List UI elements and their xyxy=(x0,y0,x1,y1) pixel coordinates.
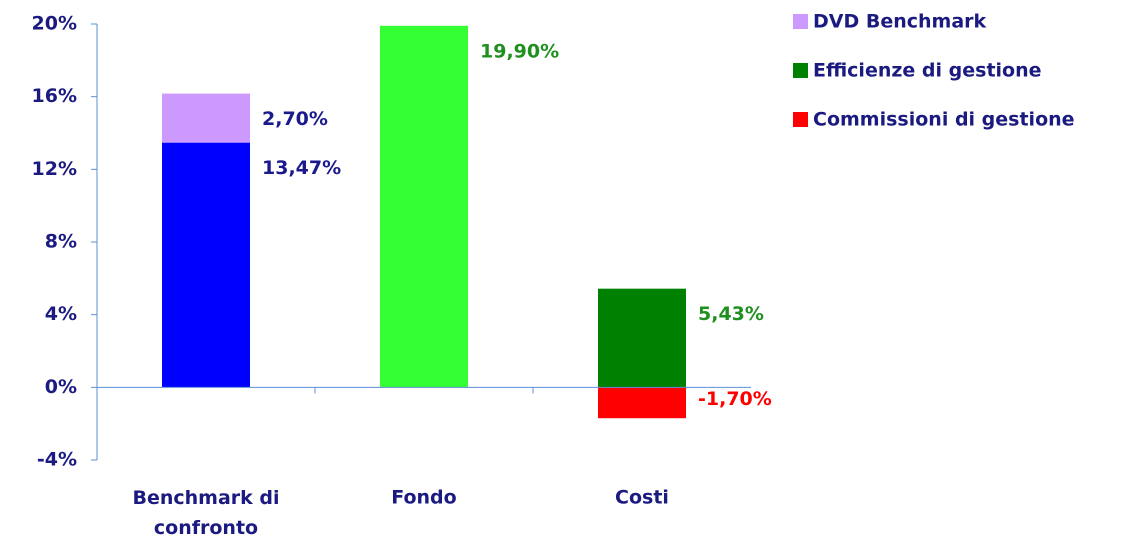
legend-swatch xyxy=(793,112,808,127)
bar-segment xyxy=(162,142,250,388)
y-tick-label: 4% xyxy=(45,303,77,325)
y-tick-label: 20% xyxy=(32,13,77,35)
value-label: 13,47% xyxy=(262,157,341,179)
legend-label: Commissioni di gestione xyxy=(813,109,1075,131)
y-tick-label: 0% xyxy=(45,376,77,398)
y-tick-label: 12% xyxy=(32,158,77,180)
legend-label: DVD Benchmark xyxy=(813,11,987,33)
value-label: 5,43% xyxy=(698,303,764,325)
bar-segment xyxy=(162,93,250,143)
legend-swatch xyxy=(793,63,808,78)
y-tick-label: 16% xyxy=(32,85,77,107)
x-tick-label: Benchmark di confronto xyxy=(132,487,279,539)
legend-swatch xyxy=(793,14,808,29)
bar-segment xyxy=(598,288,686,388)
bar-segment xyxy=(380,25,468,388)
legend-label: Efficienze di gestione xyxy=(813,60,1042,82)
x-tick-label: Fondo xyxy=(391,487,456,509)
y-tick-label: 8% xyxy=(45,231,77,253)
bar-segment xyxy=(598,387,686,419)
value-label: 2,70% xyxy=(262,108,328,130)
x-tick-label: Costi xyxy=(615,487,669,509)
value-label: 19,90% xyxy=(480,40,559,62)
y-tick-label: -4% xyxy=(37,449,77,471)
value-label: -1,70% xyxy=(698,388,772,410)
